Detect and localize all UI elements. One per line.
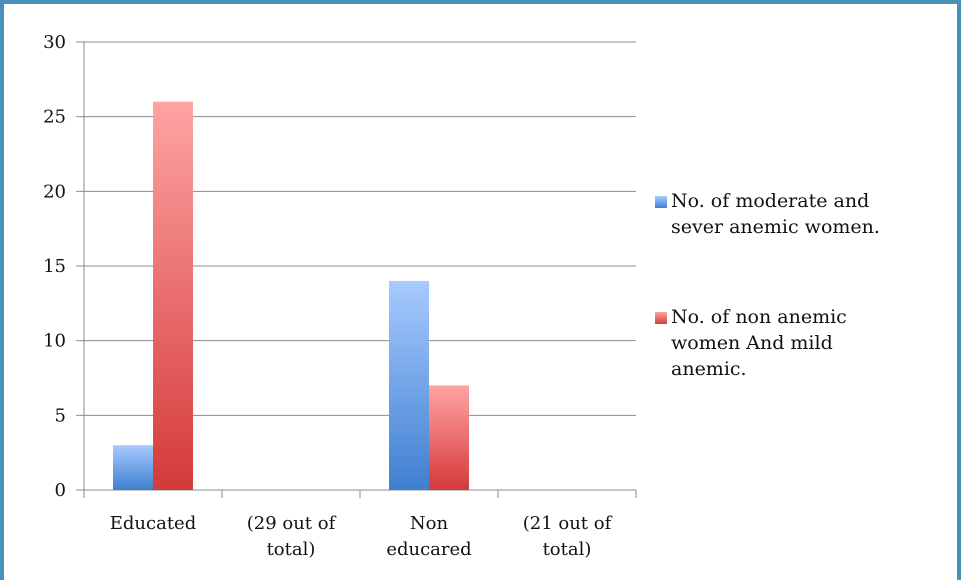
y-tick-label: 0 bbox=[55, 480, 66, 501]
legend: No. of moderate and sever anemic women. No… bbox=[655, 190, 880, 380]
legend-item: No. of moderate and sever anemic women. bbox=[655, 190, 880, 238]
y-tick-labels: 0 5 10 15 20 25 30 bbox=[43, 32, 66, 501]
x-category-label: Non educared bbox=[386, 513, 471, 560]
bar-series-1-cat-3 bbox=[389, 280, 429, 490]
bars bbox=[113, 101, 469, 490]
y-tick-label: 30 bbox=[43, 32, 66, 53]
x-category-label: (29 out of total) bbox=[247, 513, 337, 560]
legend-label: No. of moderate and sever anemic women. bbox=[671, 190, 880, 238]
y-tick-label: 10 bbox=[43, 331, 66, 352]
legend-label: No. of non anemic women And mild anemic. bbox=[671, 306, 847, 380]
x-category-label: (21 out of total) bbox=[523, 513, 613, 560]
bar-series-2-cat-1 bbox=[153, 101, 193, 490]
y-tick-label: 5 bbox=[55, 405, 66, 426]
x-category-label: Educated bbox=[110, 513, 196, 534]
legend-swatch bbox=[655, 312, 667, 324]
legend-swatch bbox=[655, 196, 667, 208]
legend-item: No. of non anemic women And mild anemic. bbox=[655, 306, 847, 380]
bar-chart: 0 5 10 15 20 25 30 Educated (29 out of total) Non… bbox=[43, 32, 880, 560]
x-tick-labels: Educated (29 out of total) Non educared (21 o… bbox=[110, 513, 613, 560]
y-tick-label: 20 bbox=[43, 181, 66, 202]
y-tick-label: 15 bbox=[43, 256, 66, 277]
bar-series-1-cat-1 bbox=[113, 445, 153, 490]
y-tick-label: 25 bbox=[43, 107, 66, 128]
bar-series-2-cat-3 bbox=[429, 385, 469, 490]
